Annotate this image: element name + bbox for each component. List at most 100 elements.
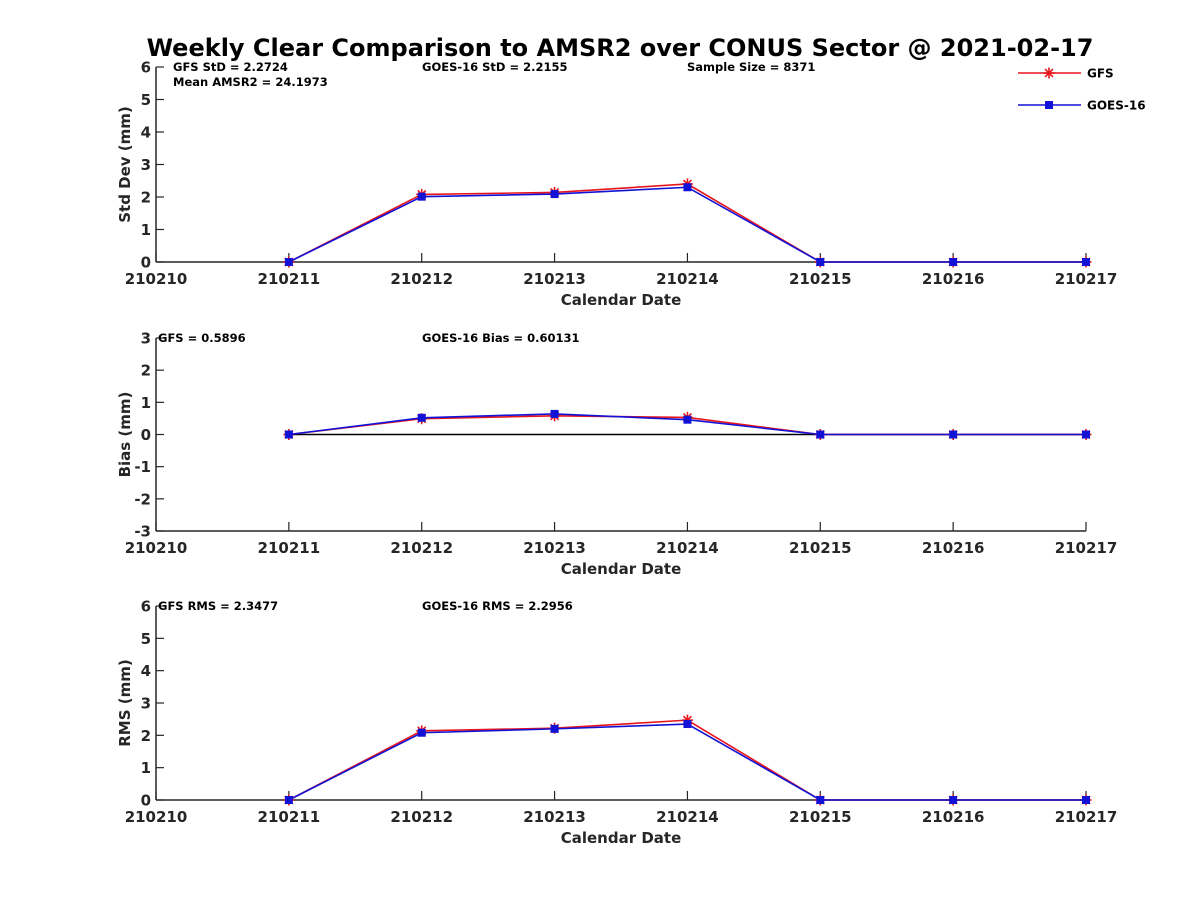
x-tick-label: 210216: [922, 539, 985, 557]
x-tick-label: 210210: [125, 270, 188, 288]
data-point: [284, 430, 293, 439]
x-tick-label: 210216: [922, 270, 985, 288]
stat-annotation: Sample Size = 8371: [687, 60, 815, 74]
y-tick-label: -1: [134, 458, 151, 476]
x-tick-label: 210212: [390, 270, 453, 288]
data-point: [816, 258, 825, 266]
stat-annotation: GOES-16 RMS = 2.2956: [422, 599, 573, 613]
y-tick-label: 3: [141, 156, 151, 174]
x-tick-label: 210211: [258, 539, 321, 557]
x-tick-label: 210214: [656, 539, 719, 557]
series-goes-16: [284, 409, 1090, 439]
x-tick-label: 210210: [125, 539, 188, 557]
x-tick-label: 210213: [523, 539, 586, 557]
y-tick-label: -3: [134, 523, 151, 541]
panel-bias: -3 -2 -1 0 1 2 3 210210 210211 210212 210213 210214…: [116, 330, 1117, 579]
x-axis-title: Calendar Date: [561, 829, 682, 847]
data-point: [1082, 430, 1090, 439]
x-tick-label: 210211: [258, 808, 321, 826]
data-point: [949, 258, 958, 266]
data-point: [1082, 258, 1090, 266]
y-tick-label: 2: [141, 727, 151, 745]
x-tick-label: 210211: [258, 270, 321, 288]
legend-marker: [1043, 67, 1055, 79]
x-tick-label: 210217: [1055, 270, 1118, 288]
x-tick-label: 210212: [390, 808, 453, 826]
stat-annotation: GOES-16 StD = 2.2155: [422, 60, 567, 74]
series-goes-16: [284, 183, 1090, 266]
data-point: [683, 720, 692, 729]
series-line: [288, 183, 1086, 263]
y-tick-label: -2: [134, 490, 151, 508]
x-tick-label: 210217: [1055, 808, 1118, 826]
stat-annotation: Mean AMSR2 = 24.1973: [173, 75, 328, 89]
x-axis-title: Calendar Date: [561, 560, 682, 578]
x-tick-label: 210210: [125, 808, 188, 826]
data-point: [284, 796, 293, 804]
data-point: [683, 415, 692, 424]
y-tick-label: 2: [141, 189, 151, 207]
y-tick-label: 3: [141, 695, 151, 713]
x-tick-label: 210213: [523, 270, 586, 288]
data-point: [949, 796, 958, 804]
legend-entry-goes-16: GOES-16: [1018, 99, 1146, 113]
data-point: [550, 409, 559, 418]
y-tick-label: 4: [141, 124, 151, 142]
series-line: [288, 186, 1086, 263]
x-tick-label: 210214: [656, 808, 719, 826]
data-point: [284, 258, 293, 266]
series-line: [288, 723, 1086, 801]
data-point: [1082, 796, 1090, 804]
y-tick-label: 1: [141, 759, 151, 777]
y-tick-label: 0: [141, 792, 151, 810]
data-point: [550, 724, 559, 733]
x-tick-label: 210212: [390, 539, 453, 557]
x-tick-label: 210215: [789, 539, 852, 557]
x-tick-label: 210215: [789, 808, 852, 826]
y-tick-label: 6: [141, 59, 151, 77]
series-goes-16: [284, 720, 1090, 804]
x-tick-label: 210217: [1055, 539, 1118, 557]
y-tick-label: 6: [141, 598, 151, 616]
legend-marker: [1045, 101, 1053, 109]
y-tick-label: 2: [141, 362, 151, 380]
series-gfs: [283, 410, 1092, 440]
y-axis-title: Std Dev (mm): [116, 106, 134, 223]
data-point: [816, 430, 825, 439]
data-point: [417, 413, 426, 422]
y-tick-label: 0: [141, 254, 151, 272]
x-tick-label: 210215: [789, 270, 852, 288]
stat-annotation: GFS RMS = 2.3477: [158, 599, 278, 613]
y-axis-title: RMS (mm): [116, 659, 134, 746]
panel-rms: 0 1 2 3 4 5 6 210210 210211 210212 210213 210214 210…: [116, 598, 1117, 848]
legend-label: GFS: [1087, 67, 1114, 81]
y-tick-label: 5: [141, 630, 151, 648]
data-point: [550, 190, 559, 199]
chart-title: Weekly Clear Comparison to AMSR2 over CO…: [147, 34, 1094, 62]
y-tick-label: 4: [141, 662, 151, 680]
x-tick-label: 210214: [656, 270, 719, 288]
data-point: [816, 796, 825, 804]
y-tick-label: 0: [141, 426, 151, 444]
x-axis-title: Calendar Date: [561, 291, 682, 309]
y-axis-title: Bias (mm): [116, 392, 134, 478]
data-point: [417, 192, 426, 201]
y-tick-label: 1: [141, 221, 151, 239]
data-point: [949, 430, 958, 439]
stat-annotation: GOES-16 Bias = 0.60131: [422, 331, 579, 345]
stat-annotation: GFS StD = 2.2724: [173, 60, 288, 74]
y-tick-label: 5: [141, 91, 151, 109]
y-tick-label: 3: [141, 330, 151, 348]
y-tick-label: 1: [141, 394, 151, 412]
panel-stddev: 0 1 2 3 4 5 6 210210 210211 210212 210213 210214 210…: [116, 59, 1117, 310]
data-point: [683, 183, 692, 192]
stat-annotation: GFS = 0.5896: [158, 331, 246, 345]
data-point: [417, 728, 426, 737]
x-tick-label: 210216: [922, 808, 985, 826]
legend: GFS GOES-16: [1018, 67, 1146, 113]
legend-entry-gfs: GFS: [1018, 67, 1114, 81]
series-line: [288, 719, 1086, 801]
